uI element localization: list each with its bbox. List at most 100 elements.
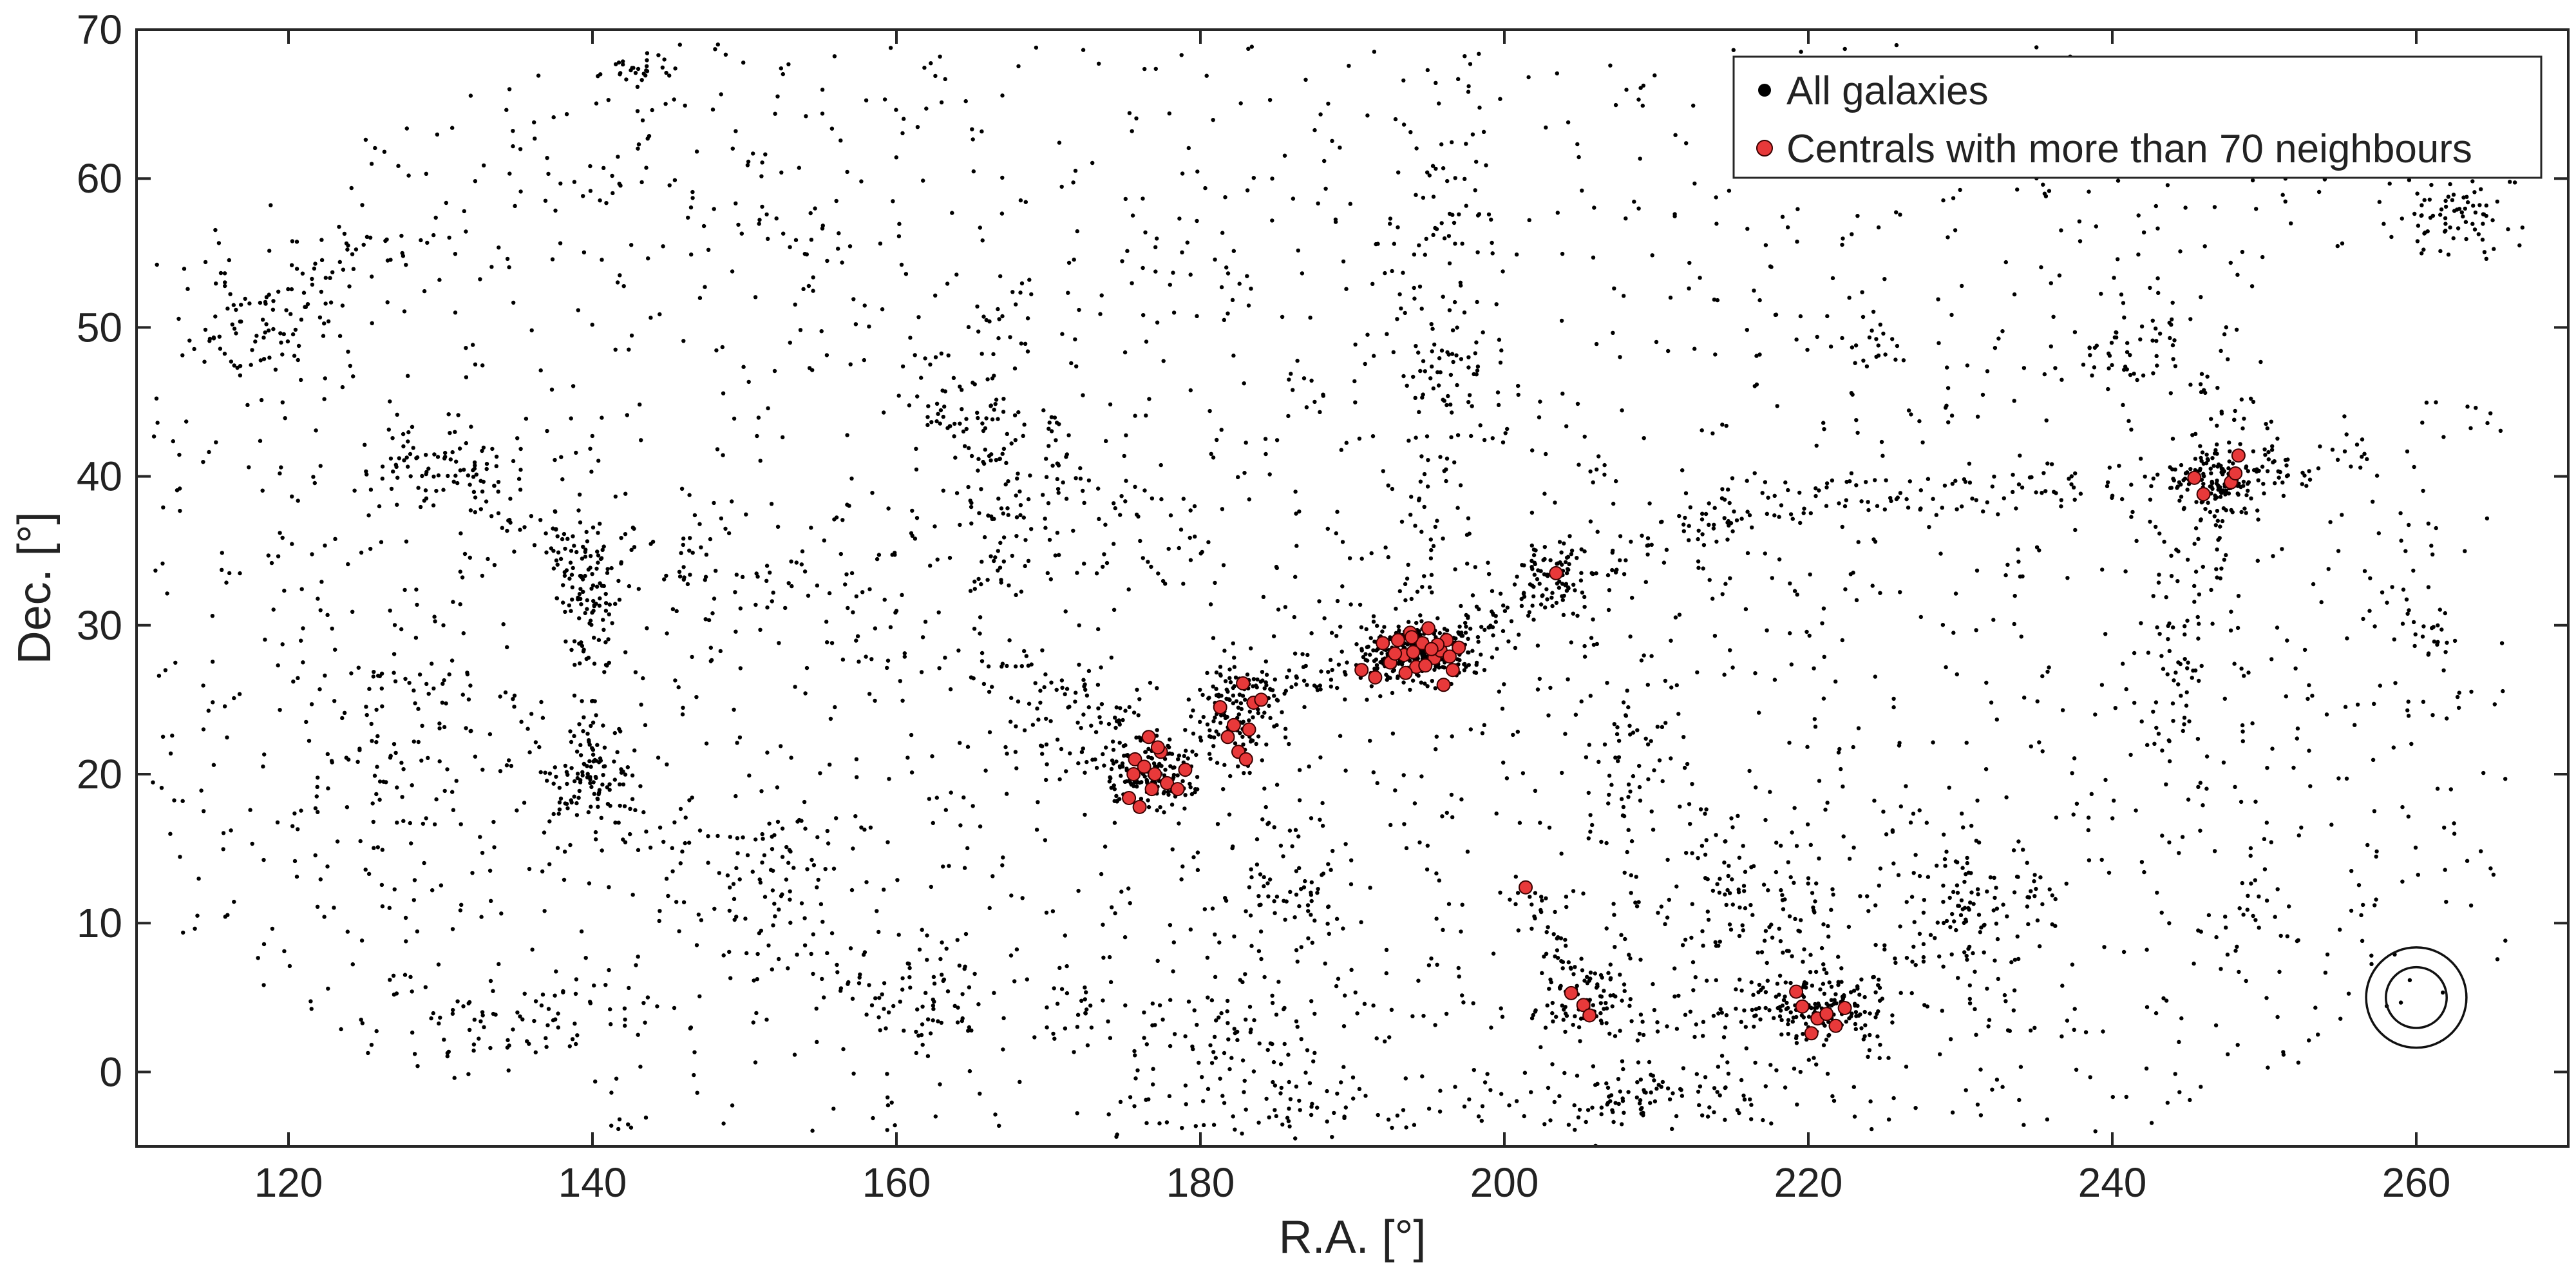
galaxy-point [185, 287, 190, 291]
galaxy-point [354, 247, 359, 252]
galaxy-point [580, 556, 585, 561]
galaxy-point [1726, 1071, 1731, 1076]
galaxy-point [1665, 915, 1670, 920]
galaxy-point [2285, 934, 2289, 938]
galaxy-point [1730, 476, 1735, 480]
galaxy-point [1064, 455, 1068, 459]
galaxy-point [1587, 743, 1591, 747]
galaxy-point [322, 321, 327, 326]
galaxy-point [1073, 337, 1077, 342]
galaxy-point [2149, 1121, 2154, 1125]
galaxy-point [471, 490, 477, 494]
galaxy-point [540, 869, 545, 874]
galaxy-point [1273, 677, 1278, 682]
galaxy-point [554, 774, 558, 779]
galaxy-point [757, 218, 762, 222]
galaxy-point [433, 215, 438, 220]
galaxy-point [1960, 907, 1965, 911]
galaxy-point [1312, 918, 1317, 923]
galaxy-point [1193, 787, 1198, 792]
galaxy-point [633, 670, 638, 674]
galaxy-point [981, 681, 987, 687]
galaxy-point [706, 860, 710, 865]
galaxy-point [701, 223, 706, 229]
galaxy-point [220, 567, 224, 572]
galaxy-point [802, 799, 807, 804]
galaxy-point [2264, 898, 2269, 903]
galaxy-point [392, 742, 397, 746]
galaxy-point [612, 730, 617, 736]
galaxy-point [2278, 933, 2283, 938]
galaxy-point [1864, 364, 1870, 368]
galaxy-point [558, 556, 564, 561]
galaxy-point [1392, 242, 1396, 246]
galaxy-point [2154, 326, 2158, 331]
galaxy-point [1089, 1025, 1094, 1030]
galaxy-point [1573, 965, 1577, 969]
galaxy-point [1564, 555, 1569, 560]
galaxy-point [1577, 1107, 1582, 1112]
galaxy-point [1355, 1011, 1359, 1016]
galaxy-point [1419, 307, 1424, 311]
galaxy-point [1794, 1041, 1799, 1045]
galaxy-point [1078, 476, 1083, 481]
galaxy-point [1177, 546, 1181, 551]
galaxy-point [323, 376, 327, 381]
galaxy-point [2469, 689, 2474, 694]
galaxy-point [596, 760, 601, 765]
galaxy-point [680, 712, 685, 717]
galaxy-point [623, 772, 628, 777]
galaxy-point [409, 841, 413, 846]
galaxy-point [2427, 197, 2432, 202]
galaxy-point [1714, 978, 1718, 983]
galaxy-point [1558, 936, 1564, 941]
galaxy-point [1611, 548, 1615, 553]
galaxy-point [1473, 351, 1477, 356]
galaxy-point [1489, 1025, 1493, 1030]
galaxy-point [1233, 1127, 1237, 1132]
galaxy-point [1566, 960, 1571, 965]
galaxy-point [1106, 1019, 1110, 1024]
galaxy-point [1306, 936, 1311, 941]
galaxy-point [910, 508, 914, 513]
galaxy-point [1718, 1007, 1723, 1012]
galaxy-point [1331, 848, 1335, 853]
galaxy-point [1814, 1062, 1819, 1067]
galaxy-point [1573, 588, 1577, 593]
galaxy-point [1844, 479, 1849, 484]
galaxy-point [1213, 932, 1217, 937]
galaxy-point [1790, 1020, 1795, 1024]
galaxy-point [688, 536, 692, 540]
galaxy-point [1302, 376, 1307, 381]
galaxy-point [2064, 881, 2069, 886]
galaxy-point [1438, 455, 1443, 459]
galaxy-point [1422, 653, 1426, 658]
galaxy-point [857, 981, 862, 985]
galaxy-point [573, 1022, 577, 1026]
galaxy-point [878, 1028, 882, 1032]
galaxy-point [2249, 881, 2253, 886]
galaxy-point [645, 64, 649, 69]
galaxy-point [1444, 628, 1450, 632]
galaxy-point [556, 550, 561, 555]
galaxy-point [318, 877, 323, 882]
galaxy-point [783, 605, 788, 611]
galaxy-point [1247, 885, 1252, 889]
galaxy-point [2093, 712, 2098, 717]
galaxy-point [1162, 790, 1167, 794]
galaxy-point [1172, 1032, 1177, 1036]
galaxy-point [294, 267, 299, 271]
galaxy-point [596, 531, 600, 535]
galaxy-point [1611, 330, 1615, 335]
galaxy-point [1397, 292, 1402, 297]
galaxy-point [754, 571, 759, 576]
galaxy-point [411, 446, 415, 450]
galaxy-point [1612, 722, 1616, 727]
galaxy-point [1621, 1067, 1625, 1072]
galaxy-point [1386, 1117, 1391, 1122]
galaxy-point [1481, 129, 1486, 134]
galaxy-point [862, 303, 867, 308]
galaxy-point [1296, 248, 1301, 253]
galaxy-point [1942, 832, 1946, 837]
galaxy-point [1996, 512, 2000, 517]
